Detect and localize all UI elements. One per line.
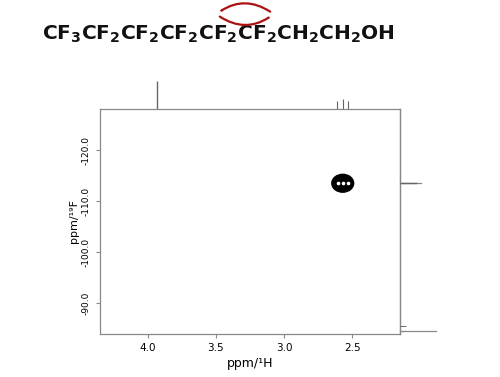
FancyArrowPatch shape — [222, 3, 270, 12]
X-axis label: ppm/¹H: ppm/¹H — [227, 357, 273, 370]
Y-axis label: ppm/¹⁹F: ppm/¹⁹F — [69, 199, 79, 244]
Text: $\mathregular{CF_3CF_2CF_2CF_2CF_2CF_2CH_2CH_2OH}$: $\mathregular{CF_3CF_2CF_2CF_2CF_2CF_2CH… — [42, 24, 396, 45]
Ellipse shape — [332, 174, 353, 192]
FancyArrowPatch shape — [220, 17, 268, 25]
